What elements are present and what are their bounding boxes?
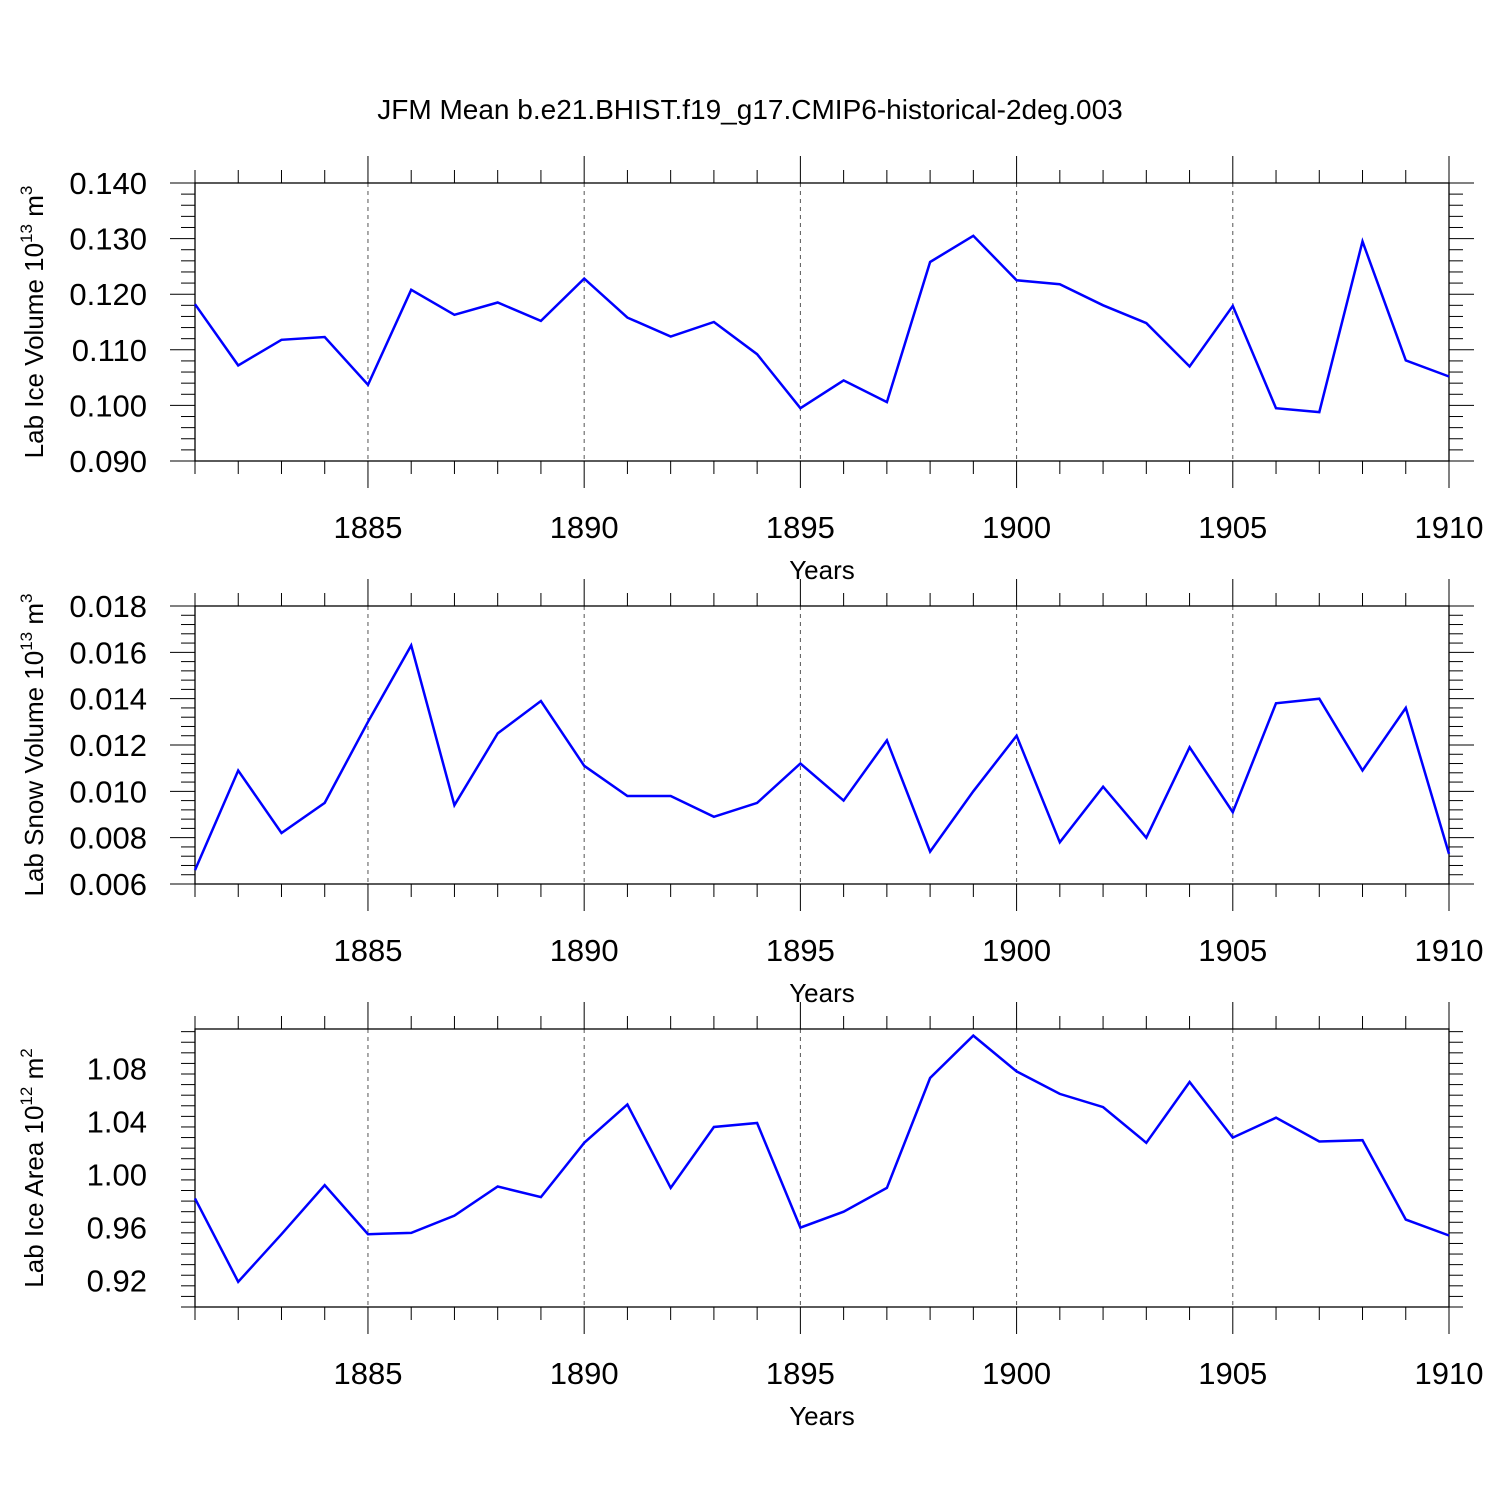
series-line bbox=[193, 1033, 1450, 1284]
y-tick-label: 0.008 bbox=[69, 821, 147, 856]
y-tick-label: 0.006 bbox=[69, 867, 147, 902]
y-tick-label: 0.100 bbox=[69, 388, 147, 423]
y-tick-label: 0.018 bbox=[69, 589, 147, 624]
y-label-text: Lab Ice Area 10 bbox=[19, 1106, 49, 1288]
y-label-exponent: 13 bbox=[17, 632, 36, 651]
y-axis-label: Lab Ice Volume 1013 m3 bbox=[17, 186, 49, 459]
panel-snow-volume: 0.006 0.008 0.010 0.012 0.014 0.016 0.018 1885 1… bbox=[17, 579, 1483, 1008]
series-line bbox=[193, 642, 1451, 871]
y-label-unit: m bbox=[19, 603, 49, 632]
y-axis-label: Lab Snow Volume 1013 m3 bbox=[17, 593, 49, 896]
x-tick-label: 1900 bbox=[982, 1356, 1051, 1391]
x-tick-label: 1900 bbox=[982, 510, 1051, 545]
y-tick-label: 1.04 bbox=[87, 1105, 147, 1140]
y-tick-label: 0.012 bbox=[69, 728, 147, 763]
y-tick-label: 0.014 bbox=[69, 682, 147, 717]
x-tick-label: 1890 bbox=[550, 510, 619, 545]
x-tick-label: 1900 bbox=[982, 933, 1051, 968]
y-tick-label: 0.92 bbox=[87, 1264, 147, 1299]
x-axis-label: Years bbox=[789, 555, 855, 585]
panel-ice-area: 0.92 0.96 1.00 1.04 1.08 1885 1890 1895 1900 1905… bbox=[17, 1002, 1483, 1431]
y-tick-label: 0.140 bbox=[69, 166, 147, 201]
x-tick-label: 1895 bbox=[766, 933, 835, 968]
plot-frame bbox=[194, 1028, 1450, 1308]
y-label-unit-exponent: 2 bbox=[17, 1048, 36, 1057]
y-label-unit: m bbox=[19, 1058, 49, 1087]
x-tick-label: 1905 bbox=[1198, 510, 1267, 545]
x-tick-label: 1890 bbox=[550, 1356, 619, 1391]
plot-frame bbox=[194, 182, 1450, 462]
x-tick-label: 1905 bbox=[1198, 933, 1267, 968]
y-tick-label: 1.00 bbox=[87, 1158, 147, 1193]
y-label-exponent: 13 bbox=[17, 224, 36, 243]
y-label-unit-exponent: 3 bbox=[17, 593, 36, 602]
x-tick-label: 1910 bbox=[1415, 510, 1484, 545]
x-tick-label: 1885 bbox=[333, 510, 402, 545]
y-axis-label: Lab Ice Area 1012 m2 bbox=[17, 1048, 49, 1287]
x-tick-label: 1895 bbox=[766, 510, 835, 545]
y-tick-label: 0.090 bbox=[69, 444, 147, 479]
y-label-exponent: 12 bbox=[17, 1087, 36, 1106]
x-tick-label: 1885 bbox=[333, 933, 402, 968]
x-tick-label: 1910 bbox=[1415, 933, 1484, 968]
x-tick-label: 1905 bbox=[1198, 1356, 1267, 1391]
y-tick-label: 0.110 bbox=[72, 333, 147, 368]
y-tick-label: 0.016 bbox=[69, 635, 147, 670]
panel-ice-volume: 0.090 0.100 0.110 0.120 0.130 0.140 1885 1890 18… bbox=[17, 156, 1483, 585]
y-tick-label: 0.130 bbox=[69, 222, 147, 257]
series-line bbox=[193, 234, 1450, 414]
y-label-unit: m bbox=[19, 195, 49, 224]
y-label-text: Lab Ice Volume 10 bbox=[19, 243, 49, 458]
y-tick-label: 1.08 bbox=[87, 1052, 147, 1087]
plot-frame bbox=[194, 605, 1450, 885]
x-tick-label: 1885 bbox=[333, 1356, 402, 1391]
y-label-unit-exponent: 3 bbox=[17, 186, 36, 195]
y-tick-label: 0.010 bbox=[69, 774, 147, 809]
y-tick-label: 0.96 bbox=[87, 1211, 147, 1246]
figure-title: JFM Mean b.e21.BHIST.f19_g17.CMIP6-histo… bbox=[377, 94, 1123, 125]
x-tick-label: 1895 bbox=[766, 1356, 835, 1391]
y-label-text: Lab Snow Volume 10 bbox=[19, 651, 49, 897]
x-axis-label: Years bbox=[789, 978, 855, 1008]
x-tick-label: 1910 bbox=[1415, 1356, 1484, 1391]
x-axis-label: Years bbox=[789, 1401, 855, 1431]
x-tick-label: 1890 bbox=[550, 933, 619, 968]
y-tick-label: 0.120 bbox=[69, 277, 147, 312]
